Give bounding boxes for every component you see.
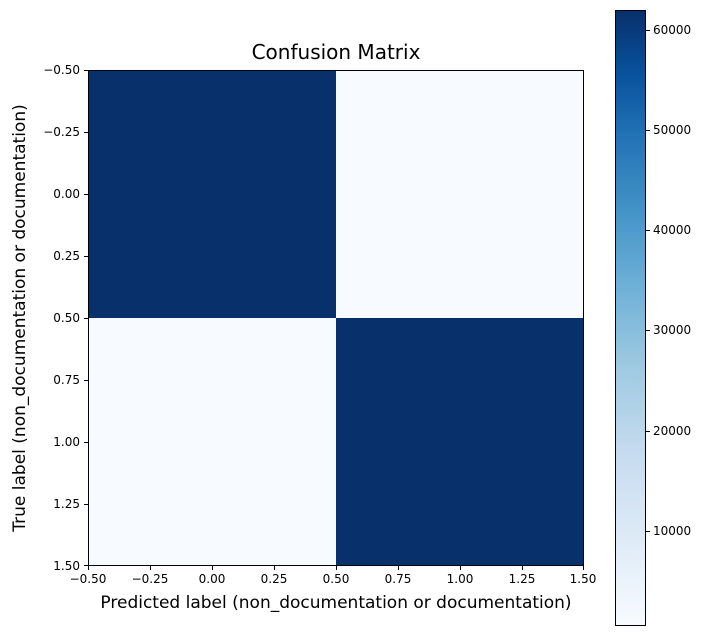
x-tick-label: −0.25 [131, 572, 169, 586]
cell-true1-pred1 [336, 318, 583, 565]
x-axis-label: Predicted label (non_documentation or do… [100, 593, 572, 613]
y-tick-label: 0.25 [53, 249, 80, 263]
colorbar [615, 10, 646, 626]
x-tick-label: 1.00 [446, 572, 474, 586]
x-tick-label: 0.00 [198, 572, 226, 586]
confusion-matrix-plot [88, 70, 584, 566]
chart-title: Confusion Matrix [251, 40, 421, 64]
cell-true0-pred0 [89, 71, 336, 318]
colorbar-tick-label: 60000 [653, 23, 692, 37]
x-tick-label: −0.50 [69, 572, 107, 586]
colorbar-tick-label: 50000 [653, 123, 692, 137]
cell-true1-pred0 [89, 318, 336, 565]
y-tick-label: 0.50 [53, 311, 80, 325]
x-tick-label: 1.50 [569, 572, 597, 586]
y-tick-label: −0.50 [43, 63, 80, 77]
x-tick-label: 0.25 [260, 572, 288, 586]
y-tick-label: 1.25 [53, 497, 80, 511]
x-tick-label: 0.50 [322, 572, 350, 586]
cell-true0-pred1 [336, 71, 583, 318]
y-axis-label: True label (non_documentation or documen… [10, 104, 30, 532]
colorbar-tick-label: 10000 [653, 524, 692, 538]
y-tick-label: 1.00 [53, 435, 80, 449]
y-tick-label: 0.00 [53, 187, 80, 201]
colorbar-tick-label: 30000 [653, 323, 692, 337]
colorbar-tick-label: 20000 [653, 424, 692, 438]
y-tick-label: 0.75 [53, 373, 80, 387]
colorbar-tick-label: 40000 [653, 223, 692, 237]
y-tick-label: 1.50 [53, 559, 80, 573]
x-tick-label: 1.25 [508, 572, 536, 586]
x-tick-label: 0.75 [384, 572, 412, 586]
y-tick-label: −0.25 [43, 125, 80, 139]
